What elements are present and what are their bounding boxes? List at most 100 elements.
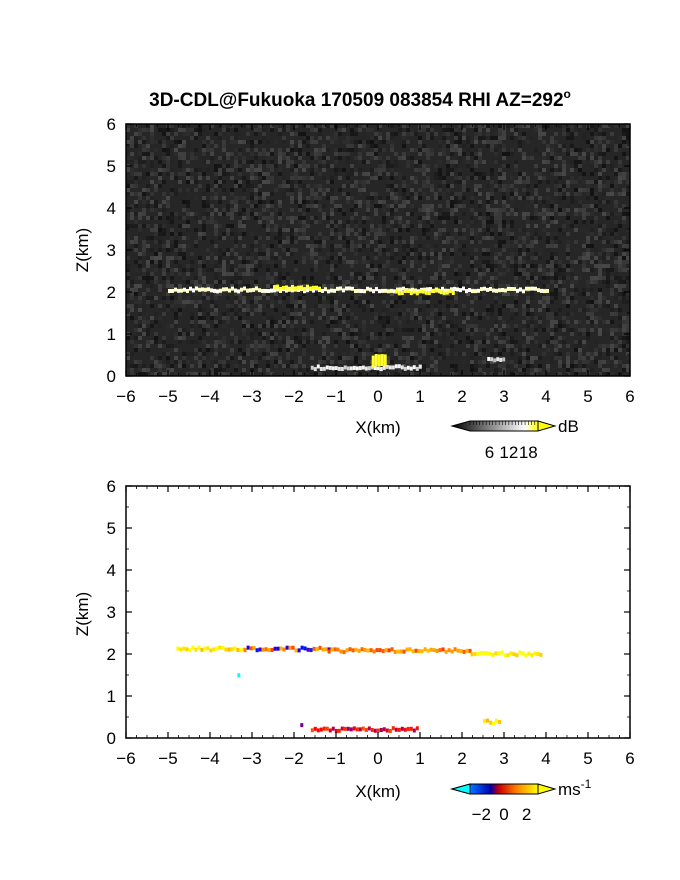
noise-cell [202,316,206,320]
noise-cell [394,200,398,204]
noise-cell [582,356,586,360]
noise-cell [622,284,626,288]
noise-cell [554,276,558,280]
noise-cell [598,128,602,132]
noise-cell [474,296,478,300]
data-cell [207,287,210,292]
noise-cell [414,352,418,356]
noise-cell [142,140,146,144]
noise-cell [330,136,334,140]
noise-cell [534,224,538,228]
noise-cell [450,144,454,148]
data-cell [493,358,497,363]
noise-cell [494,284,498,288]
noise-cell [346,228,350,232]
noise-cell [158,360,162,364]
noise-cell [590,328,594,332]
noise-cell [266,348,270,352]
noise-cell [486,248,490,252]
noise-cell [606,236,610,240]
noise-cell [226,296,230,300]
noise-cell [410,356,414,360]
noise-cell [334,156,338,160]
noise-cell [154,188,158,192]
noise-cell [470,256,474,260]
noise-cell [550,292,554,296]
noise-cell [586,316,590,320]
noise-cell [170,224,174,228]
noise-cell [170,188,174,192]
noise-cell [590,220,594,224]
noise-cell [426,244,430,248]
noise-cell [298,132,302,136]
data-cell [255,648,259,653]
noise-cell [330,180,334,184]
noise-cell [182,208,186,212]
data-cell [534,286,537,291]
noise-cell [214,268,218,272]
noise-cell [178,368,182,372]
noise-cell [538,356,542,360]
noise-cell [542,140,546,144]
noise-cell [418,248,422,252]
noise-cell [562,320,566,324]
noise-cell [262,296,266,300]
noise-cell [266,232,270,236]
noise-cell [134,344,138,348]
noise-cell [618,168,622,172]
noise-cell [410,372,414,376]
noise-cell [474,160,478,164]
noise-cell [234,284,238,288]
noise-cell [470,152,474,156]
noise-cell [154,200,158,204]
noise-cell [146,152,150,156]
noise-cell [150,352,154,356]
noise-cell [342,184,346,188]
noise-cell [410,156,414,160]
noise-cell [422,172,426,176]
noise-cell [294,232,298,236]
noise-cell [354,160,358,164]
noise-cell [154,364,158,368]
noise-cell [430,152,434,156]
noise-cell [130,368,134,372]
noise-cell [442,148,446,152]
noise-cell [442,152,446,156]
data-cell [412,289,416,294]
noise-cell [498,252,502,256]
noise-cell [158,240,162,244]
noise-cell [514,164,518,168]
noise-cell [286,240,290,244]
noise-cell [270,124,274,128]
noise-cell [202,348,206,352]
noise-cell [410,248,414,252]
data-cell [441,647,445,652]
noise-cell [386,240,390,244]
noise-cell [510,264,514,268]
noise-cell [554,208,558,212]
noise-cell [362,236,366,240]
noise-cell [214,208,218,212]
noise-cell [626,356,630,360]
noise-cell [278,128,282,132]
noise-cell [466,320,470,324]
noise-cell [582,132,586,136]
noise-cell [522,360,526,364]
noise-cell [562,148,566,152]
noise-cell [214,356,218,360]
noise-cell [134,336,138,340]
noise-cell [198,236,202,240]
noise-cell [294,156,298,160]
data-cell [459,288,462,293]
noise-cell [522,212,526,216]
noise-cell [478,236,482,240]
noise-cell [618,160,622,164]
noise-cell [518,176,522,180]
noise-cell [214,224,218,228]
noise-cell [518,140,522,144]
noise-cell [138,260,142,264]
noise-cell [306,340,310,344]
noise-cell [530,320,534,324]
noise-cell [242,216,246,220]
noise-cell [162,168,166,172]
